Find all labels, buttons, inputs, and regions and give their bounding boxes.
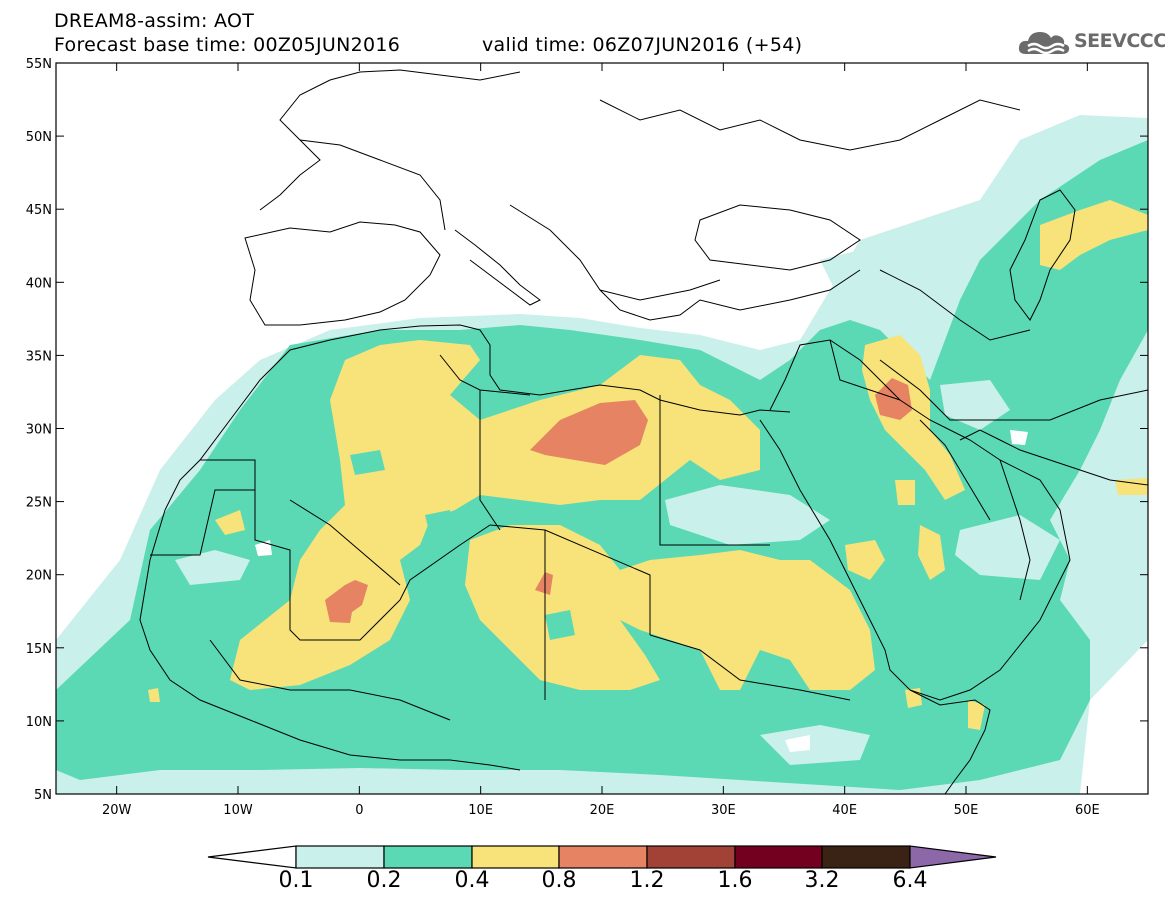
aot-white-spot-1 [785,735,810,752]
colorbar-swatch-3.2 [821,845,911,869]
lat-label: 40N [26,276,52,291]
colorbar-label: 0.8 [541,868,577,893]
aot-green-island-2 [545,610,575,640]
colorbar-label: 6.4 [892,868,928,893]
aot-band-0.8-1.2-libya [530,400,648,465]
colorbar-over-arrow [909,845,997,869]
logo-text: SEEVCCC [1074,30,1165,52]
lat-label: 15N [26,642,52,657]
aot-band-0.4-0.8-central [465,525,875,690]
aot-band-0.4-0.8-caspian [1040,200,1148,270]
latitude-labels: 5N 10N 15N 20N 25N 30N 35N 40N 45N 50N 55N [26,57,52,803]
lon-label: 50E [954,803,979,818]
aot-band-0.4-0.8-east-edge [1115,478,1148,495]
coastlines-borders [139,69,1148,794]
aot-green-island-3 [350,450,385,475]
axis-ticks [56,62,1148,795]
aot-band-0.4-0.8-arabia [862,335,965,500]
colorbar-label: 0.2 [366,868,402,893]
colorbar-label: 0.4 [454,868,490,893]
colorbar-swatch-0.1 [295,845,385,869]
colorbar-label: 3.2 [804,868,840,893]
colorbar-label: 1.6 [717,868,753,893]
lon-label: 0 [355,803,363,818]
colorbar-label: 1.2 [629,868,665,893]
aot-band-0.4-0.8-somalia [968,700,985,730]
colorbar-swatch-0.8 [558,845,648,869]
lat-label: 20N [26,569,52,584]
aot-light-patch-3 [760,725,870,765]
forecast-base-time: Forecast base time: 00Z05JUN2016 [54,34,401,56]
colorbar-under-arrow [207,845,297,869]
aot-light-patch-6 [820,250,870,290]
colorbar-label: 0.1 [278,868,314,893]
aot-band-0.8-1.2-mali [325,580,368,623]
aot-white-spot-2 [1010,430,1028,445]
lon-label: 20E [590,803,615,818]
aot-band-0.4-0.8-small-4 [895,480,915,505]
lat-label: 45N [26,203,52,218]
colorbar-swatch-0.2 [383,845,473,869]
lat-label: 50N [26,130,52,145]
aot-band-0.8-1.2-iraq [875,378,912,420]
aot-light-patch-1 [665,485,830,545]
lat-label: 25N [26,496,52,511]
lat-label: 55N [26,57,52,72]
colorbar-swatch-1.2 [646,845,736,869]
colorbar [207,845,997,869]
aot-green-island-1 [425,510,455,535]
aot-light-patch-2 [955,515,1060,580]
lon-label: 60E [1075,803,1100,818]
aot-light-patch-4 [175,550,250,585]
aot-light-patch-5 [940,380,1010,430]
cloud-icon [1018,32,1070,55]
lon-label: 10E [468,803,493,818]
lat-label: 5N [34,788,52,803]
lon-label: 10W [223,803,253,818]
aot-band-0.8-1.2-niger [535,572,553,595]
aot-band-0.4-0.8-coast [148,688,160,702]
lon-label: 20W [102,803,132,818]
aot-band-0.4-0.8-small-3 [215,510,245,535]
longitude-labels: 20W 10W 0 10E 20E 30E 40E 50E 60E [102,803,1100,818]
aot-shading [56,115,1148,794]
colorbar-swatch-0.4 [471,845,560,869]
valid-time: valid time: 06Z07JUN2016 (+54) [482,34,803,56]
aot-band-0.4-0.8-small-1 [845,540,885,580]
lat-label: 30N [26,423,52,438]
aot-band-0.4-0.8-small-2 [918,525,945,580]
seevccc-logo: SEEVCCC [1018,24,1165,58]
lon-label: 30E [711,803,736,818]
lon-label: 40E [832,803,857,818]
colorbar-swatch-1.6 [734,845,823,869]
lat-label: 10N [26,715,52,730]
lat-label: 35N [26,349,52,364]
model-title: DREAM8-assim: AOT [54,10,255,32]
